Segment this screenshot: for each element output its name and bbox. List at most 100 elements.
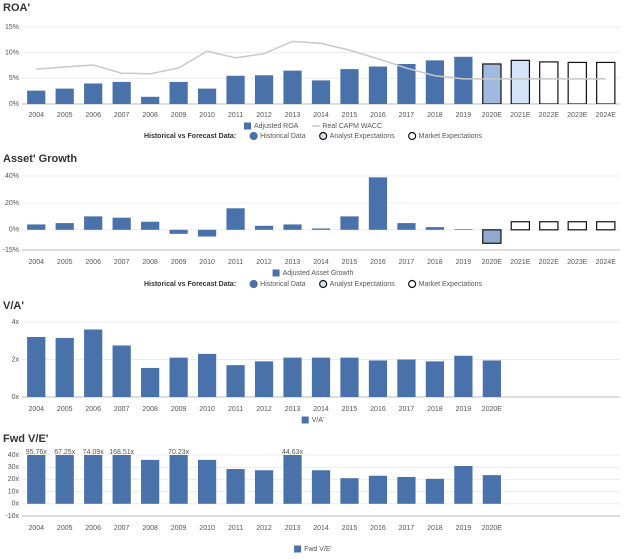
bar	[482, 360, 501, 397]
bar	[425, 227, 445, 230]
bar	[112, 455, 131, 504]
x-tick-label: 2009	[171, 525, 187, 532]
value-label: 70.23x	[168, 449, 190, 456]
x-tick-label: 2007	[114, 112, 130, 119]
x-tick-label: 2009	[171, 406, 187, 413]
y-tick-label: 0x	[12, 501, 20, 508]
bar	[283, 224, 302, 230]
bar	[311, 80, 331, 104]
x-tick-label: 2006	[85, 406, 101, 413]
legend-label: Historical Data	[260, 281, 306, 288]
legend-swatch	[294, 545, 302, 553]
x-tick-label: 2009	[171, 112, 187, 119]
y-tick-label: 20x	[8, 476, 20, 483]
x-tick-label: 2014	[313, 525, 329, 532]
x-tick-label: 2006	[85, 112, 101, 119]
y-tick-label: 10x	[8, 488, 20, 495]
y-tick-label: 40x	[8, 452, 20, 459]
x-tick-label: 2008	[142, 259, 158, 266]
bar	[482, 63, 502, 104]
x-tick-label: 2004	[28, 112, 44, 119]
x-tick-label: 2020E	[482, 525, 503, 532]
legend-label: Adjusted Asset Growth	[283, 270, 354, 277]
value-label: 74.09x	[83, 449, 105, 456]
x-tick-label: 2010	[199, 259, 215, 266]
legend: Historical vs Forecast Data: Historical D…	[144, 131, 483, 141]
x-tick-label: 2017	[399, 525, 415, 532]
value-label: 168.51x	[109, 449, 134, 456]
bar	[169, 455, 188, 504]
bar	[254, 75, 274, 104]
bar	[454, 229, 473, 230]
legend-marker	[319, 131, 328, 141]
x-tick-label: 2005	[57, 259, 73, 266]
y-tick-label: 0x	[12, 394, 20, 401]
x-tick-label: 2008	[142, 406, 158, 413]
legend-label: Adjusted ROA	[254, 123, 299, 130]
legend: Fwd V/E'	[294, 545, 332, 553]
bar	[397, 359, 416, 397]
x-tick-label: 2019	[456, 406, 472, 413]
legend-label: Analyst Expectations	[330, 281, 395, 288]
x-tick-label: 2012	[256, 406, 272, 413]
x-tick-label: 2017	[399, 259, 415, 266]
bar	[340, 69, 359, 104]
x-tick-label: 2013	[285, 259, 301, 266]
bar	[84, 216, 103, 230]
x-tick-label: 2018	[427, 406, 443, 413]
chart-title: V/A'	[3, 300, 24, 312]
x-tick-label: 2008	[142, 525, 158, 532]
bar	[27, 90, 46, 104]
legend-label: V/A'	[312, 417, 325, 424]
legend: Historical vs Forecast Data: Historical D…	[144, 279, 483, 289]
value-label: 67.25x	[54, 449, 76, 456]
legend-marker	[249, 279, 258, 289]
x-tick-label: 2010	[199, 112, 215, 119]
bar	[226, 75, 245, 104]
bar	[254, 225, 274, 230]
legend-marker	[249, 131, 258, 141]
legend-label: Historical Data	[260, 133, 306, 140]
x-tick-label: 2011	[228, 259, 243, 266]
legend-label: Analyst Expectations	[330, 133, 395, 140]
legend-swatch	[244, 122, 251, 130]
bar	[55, 337, 74, 397]
x-tick-label: 2020E	[482, 259, 503, 266]
legend-title: Historical vs Forecast Data:	[144, 133, 236, 140]
bar	[425, 60, 445, 104]
x-tick-label: 2018	[427, 259, 443, 266]
bar	[141, 96, 160, 104]
y-tick-label: 40%	[5, 173, 19, 180]
bar	[197, 88, 217, 104]
bar	[254, 470, 274, 504]
value-label: 44.63x	[282, 449, 304, 456]
x-tick-label: 2022E	[539, 259, 560, 266]
legend: Adjusted Asset Growth	[272, 269, 354, 277]
bar	[510, 221, 531, 231]
y-tick-label: 4x	[12, 319, 20, 326]
x-tick-label: 2010	[199, 525, 215, 532]
bar	[340, 216, 359, 230]
legend: V/A'	[301, 416, 325, 424]
bar	[84, 329, 103, 397]
x-tick-label: 2013	[285, 406, 301, 413]
bar	[226, 365, 245, 397]
bar	[368, 360, 388, 397]
x-tick-label: 2020E	[482, 406, 503, 413]
bar	[112, 217, 131, 230]
x-tick-label: 2021E	[510, 259, 531, 266]
x-tick-label: 2012	[256, 525, 272, 532]
value-label: 95.76x	[26, 449, 48, 456]
x-tick-label: 2016	[370, 406, 386, 413]
y-tick-label: 10%	[5, 50, 19, 57]
y-tick-label: 5%	[9, 75, 19, 82]
bar	[283, 455, 302, 504]
bar	[283, 357, 302, 397]
x-tick-label: 2015	[342, 112, 358, 119]
bar	[425, 361, 445, 397]
bar	[112, 345, 131, 397]
bar	[368, 475, 388, 504]
bar	[169, 357, 188, 397]
bar	[226, 469, 245, 504]
x-tick-label: 2018	[427, 525, 443, 532]
